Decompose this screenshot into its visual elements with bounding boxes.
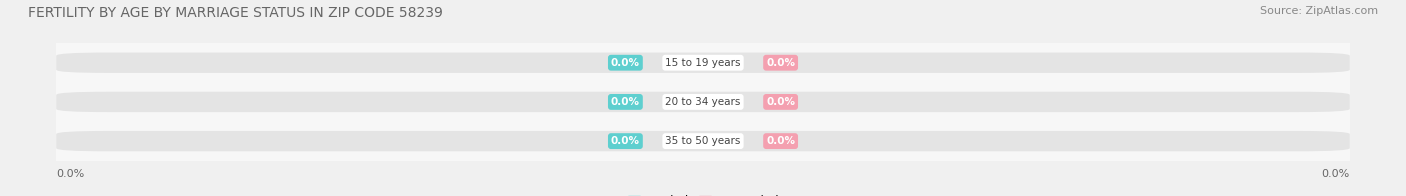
Text: Source: ZipAtlas.com: Source: ZipAtlas.com xyxy=(1260,6,1378,16)
Text: 20 to 34 years: 20 to 34 years xyxy=(665,97,741,107)
Text: 0.0%: 0.0% xyxy=(610,136,640,146)
Text: 0.0%: 0.0% xyxy=(766,58,796,68)
Text: 15 to 19 years: 15 to 19 years xyxy=(665,58,741,68)
FancyBboxPatch shape xyxy=(56,53,1350,73)
Text: 0.0%: 0.0% xyxy=(766,136,796,146)
Text: 0.0%: 0.0% xyxy=(610,97,640,107)
FancyBboxPatch shape xyxy=(56,131,1350,151)
FancyBboxPatch shape xyxy=(56,92,1350,112)
Text: 35 to 50 years: 35 to 50 years xyxy=(665,136,741,146)
Text: 0.0%: 0.0% xyxy=(1322,169,1350,179)
Text: 0.0%: 0.0% xyxy=(766,97,796,107)
Text: 0.0%: 0.0% xyxy=(610,58,640,68)
Text: 0.0%: 0.0% xyxy=(56,169,84,179)
Legend: Married, Unmarried: Married, Unmarried xyxy=(626,192,780,196)
Text: FERTILITY BY AGE BY MARRIAGE STATUS IN ZIP CODE 58239: FERTILITY BY AGE BY MARRIAGE STATUS IN Z… xyxy=(28,6,443,20)
